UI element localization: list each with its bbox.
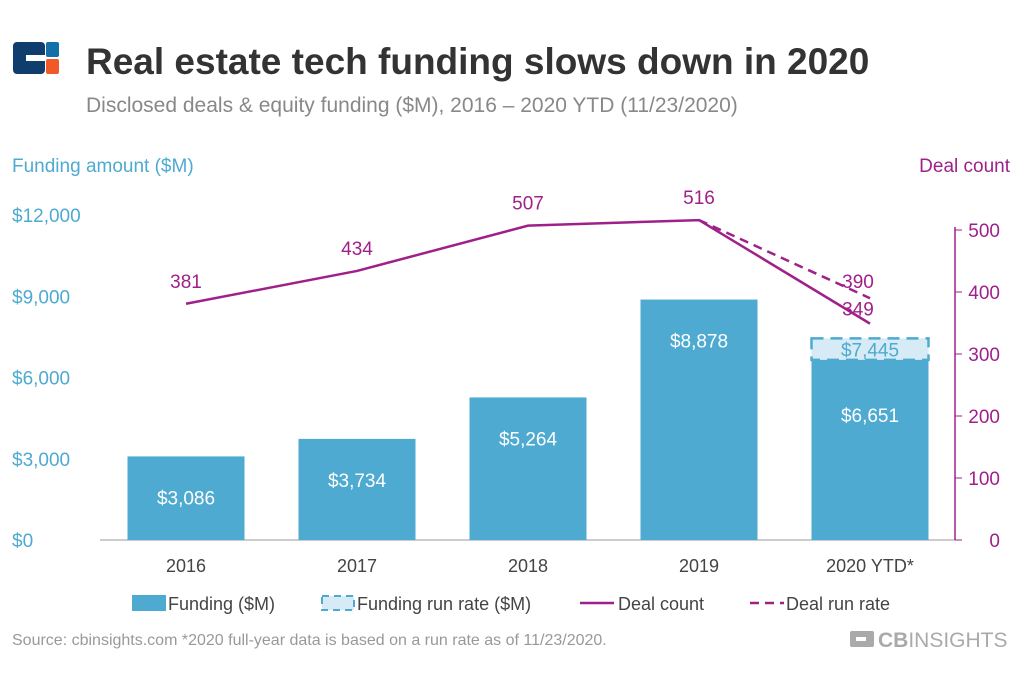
y2-tick-label: 500 <box>968 221 1000 242</box>
y-tick-label: $0 <box>12 531 33 552</box>
funding-bar <box>298 438 416 540</box>
funding-bar <box>811 359 929 540</box>
funding-data-label: $6,651 <box>841 406 899 427</box>
y-tick-label: $3,000 <box>12 450 70 471</box>
y2-tick-label: 400 <box>968 283 1000 304</box>
runrate-bar <box>811 338 929 360</box>
cbinsights-logo: CBINSIGHTS <box>850 629 1008 652</box>
legend-swatch-runrate <box>321 595 355 611</box>
y2-tick-label: 100 <box>968 469 1000 490</box>
deal-count-label: 516 <box>683 188 715 209</box>
funding-data-label: $5,264 <box>499 429 558 450</box>
funding-bar <box>127 456 245 540</box>
funding-data-label: $3,086 <box>157 488 215 509</box>
y-tick-label: $9,000 <box>12 287 70 308</box>
chart-title: Real estate tech funding slows down in 2… <box>86 41 869 82</box>
funding-data-label: $3,734 <box>328 471 387 492</box>
svg-text:CBINSIGHTS: CBINSIGHTS <box>878 629 1008 652</box>
y-axis-label: Funding amount ($M) <box>12 156 194 177</box>
y2-tick-label: 0 <box>989 531 1000 552</box>
deal-count-label: 381 <box>170 272 202 293</box>
deal-count-line <box>185 218 871 325</box>
legend-label-dealcount: Deal count <box>618 594 704 614</box>
funding-data-label: $8,878 <box>670 332 728 353</box>
chart-subtitle: Disclosed deals & equity funding ($M), 2… <box>86 94 738 117</box>
runrate-bar-outline <box>810 337 930 362</box>
legend-swatch-funding <box>132 595 166 611</box>
runrate-data-label: $7,445 <box>841 340 899 361</box>
source-note: Source: cbinsights.com *2020 full-year d… <box>12 632 607 649</box>
legend: Funding ($M) Funding run rate ($M) Deal … <box>132 594 890 614</box>
y-tick-label: $6,000 <box>12 369 70 390</box>
x-tick-label: 2020 YTD* <box>826 556 914 576</box>
y2-tick-label: 300 <box>968 345 1000 366</box>
deal-runrate-line <box>698 218 871 300</box>
deal-count-label: 349 <box>842 300 874 321</box>
deal-runrate-label: 390 <box>842 272 874 293</box>
legend-label-dealrunrate: Deal run rate <box>786 594 890 614</box>
y2-tick-label: 200 <box>968 407 1000 428</box>
funding-bar <box>469 397 587 540</box>
legend-label-funding: Funding ($M) <box>168 594 275 614</box>
y-tick-label: $12,000 <box>12 206 81 227</box>
cb-logo-icon <box>13 42 59 74</box>
y2-axis-label: Deal count <box>919 156 1011 177</box>
deal-count-label: 434 <box>341 239 373 260</box>
x-tick-label: 2018 <box>508 556 548 576</box>
deal-count-label: 507 <box>512 194 544 215</box>
x-tick-label: 2016 <box>166 556 206 576</box>
funding-bar <box>640 299 758 540</box>
x-tick-label: 2017 <box>337 556 377 576</box>
x-tick-label: 2019 <box>679 556 719 576</box>
legend-label-runrate: Funding run rate ($M) <box>357 594 531 614</box>
